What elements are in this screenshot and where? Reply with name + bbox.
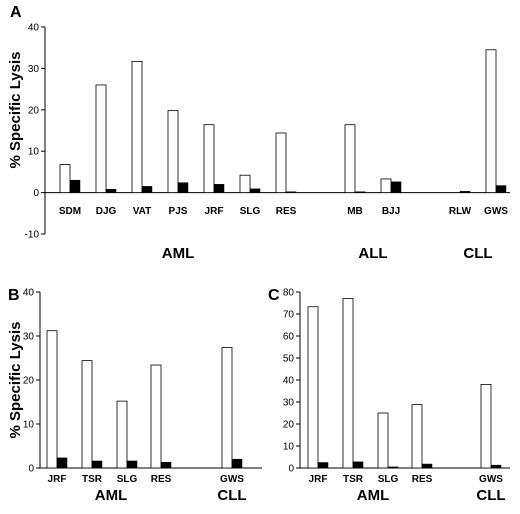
group-label-aml: AML [162,245,195,262]
bar-black-slg [249,188,261,193]
bar-black-jrf [56,457,68,469]
bar-black-pjs [177,182,189,193]
category-label-rlw: RLW [449,206,472,217]
panel-b: B 0 10 20 30 40 JRF TSR SLG RES GWS AML CLL [8,287,262,504]
y-tick-label-b: 0 [28,464,34,475]
y-tick-label-c: 70 [283,310,295,321]
panel-letter-b: B [8,287,20,304]
bar-white-jrf [307,306,319,469]
group-label-cll: CLL [463,245,492,262]
bar-white-gws [480,383,492,469]
category-label-jrf: JRF [205,206,224,217]
bar-black-gws [495,185,507,193]
group-label-cll: CLL [476,487,505,504]
bar-white-sdm [59,164,71,193]
y-tick-label-a: 0 [33,188,39,199]
bar-black-tsr [91,460,103,469]
panel-letter-c: C [268,287,280,304]
y-tick-label-a: 20 [28,105,40,116]
category-label-mb: MB [347,206,363,217]
y-tick-label-c: 0 [288,464,294,475]
bar-white-mb [344,124,356,194]
bar-white-jrf [46,330,58,469]
bar-white-slg [116,400,128,469]
category-label-pjs: PJS [169,206,188,217]
y-axis-label-a: % Specific Lysis [7,52,24,169]
bar-black-gws [490,464,502,469]
y-tick-label-b: 30 [23,332,35,343]
y-tick-label-b: 10 [23,420,35,431]
bar-black-slg [387,466,399,469]
panel-a: A -10 0 10 20 30 40 SDM DJG VAT PJS JRF SLG RES MB BJJ R… [10,4,510,262]
bar-white-bjj [380,178,392,194]
bar-black-gws [231,458,243,469]
bar-black-vat [141,186,153,193]
y-tick-label-c: 80 [283,288,295,299]
bar-black-tsr [352,461,364,469]
y-axis-label-b: % Specific Lysis [7,322,24,439]
bar-white-res [150,364,162,469]
bar-black-djg [105,189,117,193]
category-label-vat: VAT [133,206,152,217]
y-tick-label-c: 50 [283,354,295,365]
category-label-res: RES [412,474,433,485]
bar-black-sdm [69,179,81,193]
bar-white-gws [221,347,233,469]
category-label-slg: SLG [378,474,399,485]
bar-white-tsr [81,360,93,469]
bar-black-jrf [213,184,225,193]
bar-white-jrf [203,124,215,194]
group-label-all: ALL [358,245,387,262]
y-tick-label-a: 30 [28,64,40,75]
category-label-res: RES [151,474,172,485]
bar-white-slg [239,174,251,194]
y-tick-label-a: 40 [28,23,40,34]
bar-white-slg [377,412,389,469]
bar-black-bjj [390,181,402,193]
group-label-cll: CLL [217,487,246,504]
category-label-jrf: JRF [48,474,67,485]
panel-letter-a: A [10,4,22,21]
bar-white-djg [95,84,107,193]
y-tick-label-c: 60 [283,332,295,343]
y-tick-label-c: 20 [283,420,295,431]
y-tick-label-a: 10 [28,147,40,158]
y-tick-label-c: 40 [283,376,295,387]
category-label-jrf: JRF [309,474,328,485]
category-label-gws: GWS [479,474,503,485]
category-label-slg: SLG [240,206,261,217]
y-tick-label-c: 30 [283,398,295,409]
bar-white-res [275,132,287,193]
category-label-res: RES [276,206,297,217]
bar-white-res [411,404,423,469]
bar-white-vat [131,60,143,194]
bar-black-res [160,462,172,469]
panel-c: C 0 10 20 30 40 50 60 70 80 JRF TSR SLG RES GWS AML CLL [268,287,510,504]
category-label-gws: GWS [484,206,508,217]
y-tick-label-b: 40 [23,288,35,299]
bar-black-rlw [459,191,471,193]
bar-black-res [285,191,297,193]
category-label-slg: SLG [117,474,138,485]
group-label-aml: AML [95,487,128,504]
category-label-tsr: TSR [343,474,364,485]
y-tick-label-c: 10 [283,442,295,453]
group-label-aml: AML [357,487,390,504]
y-tick-label-a: -10 [25,230,40,241]
bar-white-gws [485,49,497,194]
bar-white-pjs [167,110,179,193]
category-label-bjj: BJJ [382,206,400,217]
category-label-sdm: SDM [59,206,81,217]
bar-black-res [421,463,433,469]
category-label-djg: DJG [96,206,117,217]
bar-black-jrf [317,462,329,469]
bar-black-slg [126,460,138,469]
bar-white-tsr [342,298,354,469]
y-tick-label-b: 20 [23,376,35,387]
category-label-gws: GWS [220,474,244,485]
bar-black-mb [354,191,366,193]
category-label-tsr: TSR [82,474,103,485]
